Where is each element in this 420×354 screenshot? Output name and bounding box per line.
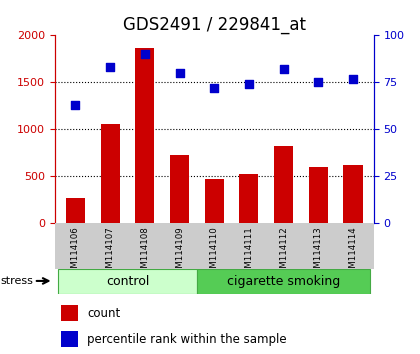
Text: control: control [106, 275, 149, 288]
Bar [66, 198, 85, 223]
Text: GSM114110: GSM114110 [210, 227, 219, 279]
Bar [344, 165, 362, 223]
Text: GSM114114: GSM114114 [349, 227, 357, 279]
Bar [100, 124, 120, 223]
Text: GSM114111: GSM114111 [244, 227, 253, 279]
Text: stress: stress [0, 276, 33, 286]
Title: GDS2491 / 229841_at: GDS2491 / 229841_at [123, 16, 306, 34]
Text: cigarette smoking: cigarette smoking [227, 275, 340, 288]
Point [72, 102, 79, 108]
Point [176, 70, 183, 76]
Bar [239, 174, 258, 223]
Point [349, 76, 356, 81]
Bar [309, 167, 328, 223]
Point [211, 85, 218, 91]
Text: GSM114106: GSM114106 [71, 227, 80, 279]
Bar [61, 331, 78, 347]
Text: GSM114112: GSM114112 [279, 227, 288, 279]
Point [246, 81, 252, 87]
Bar [197, 269, 370, 294]
Bar [170, 155, 189, 223]
Point [107, 64, 113, 70]
Point [315, 79, 322, 85]
Text: GSM114108: GSM114108 [140, 227, 149, 279]
Bar [274, 146, 293, 223]
Text: count: count [87, 307, 121, 320]
Bar [58, 269, 197, 294]
Text: GSM114113: GSM114113 [314, 227, 323, 279]
Bar [61, 305, 78, 321]
Point [280, 66, 287, 72]
Text: percentile rank within the sample: percentile rank within the sample [87, 333, 287, 346]
Text: GSM114107: GSM114107 [105, 227, 115, 279]
Bar [135, 47, 155, 223]
Text: GSM114109: GSM114109 [175, 227, 184, 279]
Point [142, 51, 148, 57]
Bar [205, 179, 224, 223]
